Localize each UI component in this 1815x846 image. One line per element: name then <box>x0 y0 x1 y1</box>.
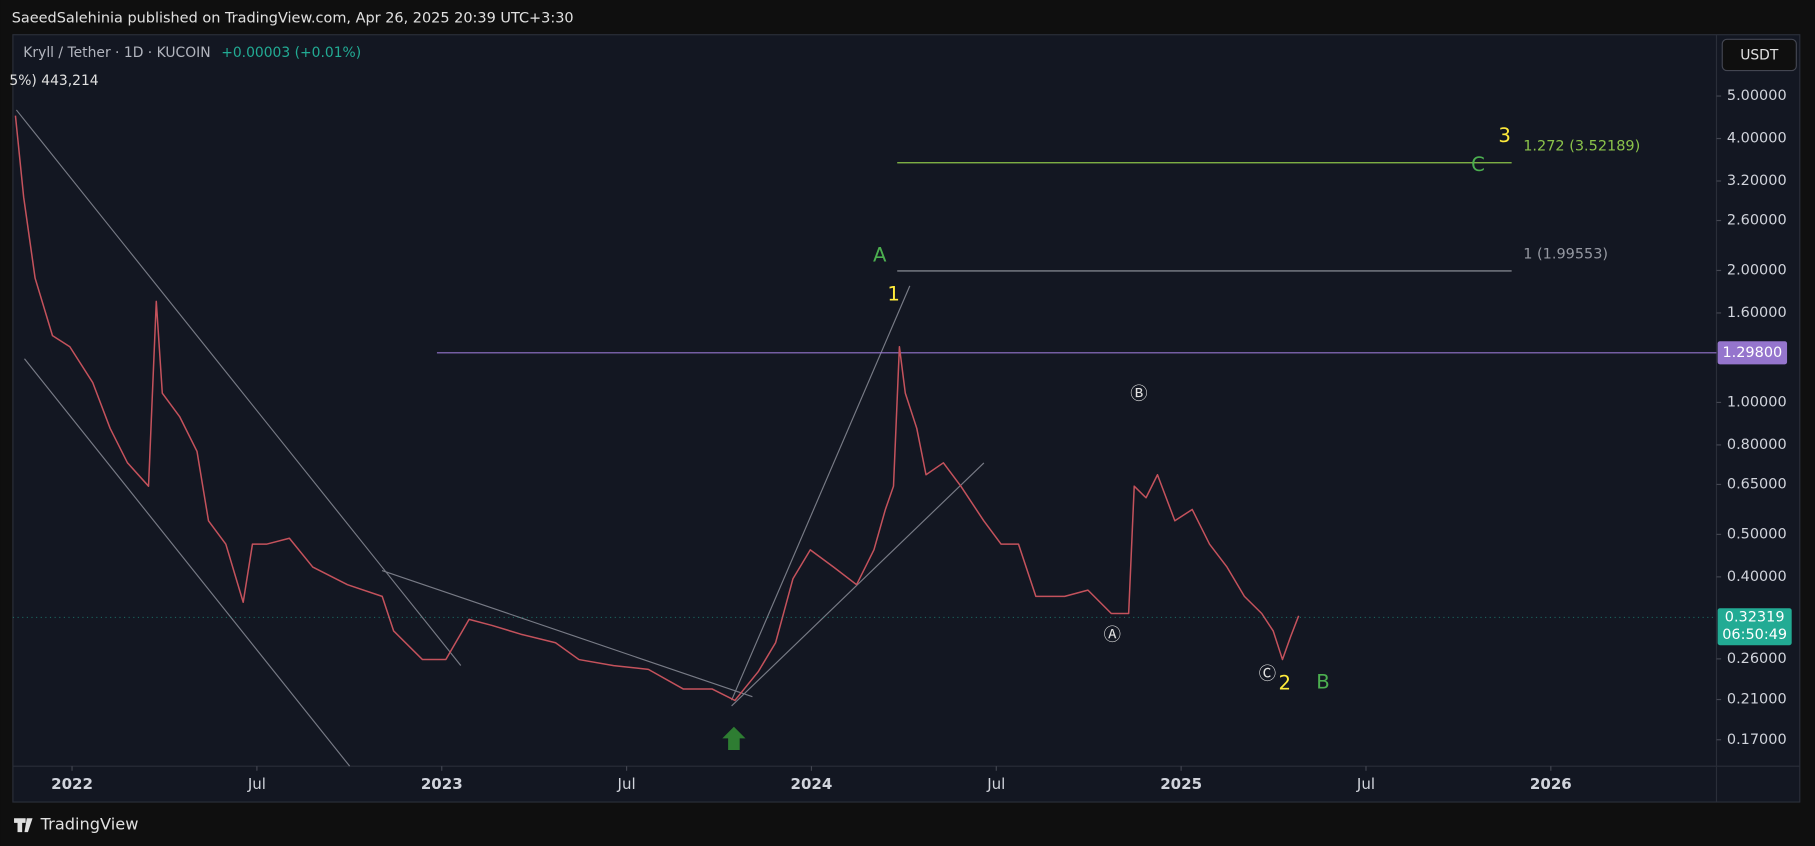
x-tick-label: Jul <box>986 775 1005 793</box>
y-tick-label: 1.60000 <box>1727 305 1787 321</box>
y-tick-label: 0.17000 <box>1727 732 1787 748</box>
channel-upper <box>15 109 462 666</box>
wave-label: 3 <box>1498 124 1511 147</box>
wave-label: 1 <box>887 283 900 306</box>
y-tick-label: 3.20000 <box>1727 173 1787 189</box>
price-tag-label: 1.29800 <box>1722 345 1782 361</box>
x-tick-label: Jul <box>1356 775 1375 793</box>
wave-label: B <box>1316 670 1330 693</box>
change-legend: +0.00003 (+0.01%) <box>221 45 361 61</box>
x-tick-label: 2022 <box>51 775 93 793</box>
x-tick-label: Jul <box>247 775 266 793</box>
y-tick-label: 2.60000 <box>1727 213 1787 229</box>
x-tick-label: Jul <box>617 775 636 793</box>
wave-label: Ⓒ <box>1259 665 1276 685</box>
wave-label: Ⓑ <box>1130 385 1147 405</box>
price-tag <box>1717 341 1788 365</box>
x-tick-label: 2026 <box>1530 775 1572 793</box>
symbol-legend: Kryll / Tether · 1D · KUCOIN <box>23 45 210 61</box>
y-tick-label: 0.80000 <box>1727 437 1787 453</box>
volume-legend: 5%) 443,214 <box>9 73 98 89</box>
up-arrow-icon <box>722 726 746 750</box>
footer-brand: TradingView <box>40 815 139 834</box>
wave-label: 2 <box>1279 671 1292 694</box>
trend-line <box>731 285 911 701</box>
y-tick-label: 5.00000 <box>1727 88 1787 104</box>
x-tick-label: 2024 <box>791 775 833 793</box>
y-tick-label: 2.00000 <box>1727 262 1787 278</box>
y-tick-label: 0.21000 <box>1727 692 1787 708</box>
last-price-label: 0.32319 <box>1725 609 1785 625</box>
trend-line <box>731 462 985 707</box>
fib-label: 1.272 (3.52189) <box>1523 139 1640 155</box>
y-tick-label: 1.00000 <box>1727 394 1787 410</box>
price-line <box>14 115 1300 702</box>
currency-label: USDT <box>1740 48 1779 64</box>
currency-button[interactable] <box>1721 38 1797 72</box>
y-tick-label: 0.26000 <box>1727 651 1787 667</box>
last-price-tag <box>1717 608 1792 646</box>
fib-label: 1 (1.99553) <box>1523 247 1608 263</box>
y-tick-label: 0.50000 <box>1727 526 1787 542</box>
y-tick-label: 4.00000 <box>1727 131 1787 147</box>
publisher-line: SaeedSalehinia published on TradingView.… <box>12 11 574 27</box>
trend-line <box>381 570 753 698</box>
countdown-label: 06:50:49 <box>1722 627 1787 643</box>
x-tick-label: 2023 <box>421 775 463 793</box>
trend-lines <box>15 109 985 767</box>
wave-label: Ⓐ <box>1104 625 1121 645</box>
y-tick-label: 0.40000 <box>1727 569 1787 585</box>
wave-label: C <box>1471 153 1485 176</box>
x-tick-label: 2025 <box>1160 775 1202 793</box>
y-tick-label: 0.65000 <box>1727 476 1787 492</box>
tradingview-logo <box>14 818 33 833</box>
wave-label: A <box>873 243 887 266</box>
channel-lower <box>24 358 351 767</box>
plot-area: 1.272 (3.52189) 1 (1.99553) A1 3C Ⓑ Ⓐ Ⓒ 2 B <box>12 109 1717 767</box>
